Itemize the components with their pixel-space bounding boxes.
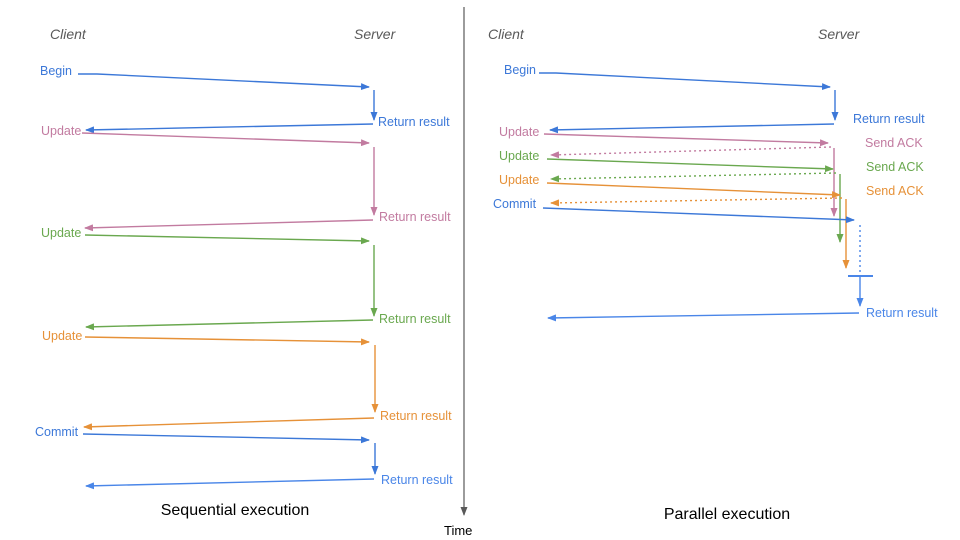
sequential-update-2-request-label: Update — [41, 226, 82, 240]
parallel-update-2-request-label: Update — [499, 149, 540, 163]
parallel-update-2-response-label: Send ACK — [866, 160, 924, 174]
parallel-update-3-response-label: Send ACK — [866, 184, 924, 198]
sequential-commit-request-label: Commit — [35, 425, 79, 439]
sequential-update-1-response-label: Return result — [379, 210, 451, 224]
sequential-panel-title: Sequential execution — [160, 502, 310, 519]
parallel-update-2-request-line — [546, 158, 834, 173]
sequential-update-1-response-line — [84, 219, 374, 232]
sequential-update-3-response-label: Return result — [380, 409, 452, 423]
parallel-panel-title: Parallel execution — [663, 506, 791, 523]
sequential-server-header: Server — [354, 26, 396, 42]
parallel-update-1-request-line — [543, 133, 829, 147]
time-axis-label: Time — [444, 523, 473, 538]
parallel-update-2-ack-dotted-line — [550, 172, 837, 183]
sequential-begin-request-label: Begin — [40, 64, 72, 78]
sequential-commit-response-label: Return result — [381, 473, 453, 487]
sequential-begin-response-line — [85, 123, 374, 134]
sequential-client-header: Client — [50, 26, 86, 42]
parallel-update-3-ack-dotted-line — [550, 197, 843, 207]
sequential-update-2-response-line — [85, 319, 374, 331]
parallel-update-3-request-line — [546, 182, 841, 199]
sequential-update-1-request-line — [81, 132, 370, 147]
sequential-begin-request-line — [78, 73, 370, 91]
parallel-update-1-response-label: Send ACK — [865, 136, 923, 150]
sequential-update-2-response-label: Return result — [379, 312, 451, 326]
sequential-update-3-request-line — [84, 336, 370, 346]
parallel-update-1-request-label: Update — [499, 125, 540, 139]
sequential-commit-response-line — [85, 478, 375, 490]
parallel-commit-response-label: Return result — [866, 306, 938, 320]
sequential-update-3-request-label: Update — [42, 329, 83, 343]
sequential-update-1-request-label: Update — [41, 124, 82, 138]
parallel-begin-response-line — [549, 123, 835, 134]
sequential-update-3-response-line — [83, 417, 375, 431]
sequential-update-2-request-line — [84, 234, 370, 245]
parallel-commit-response-line — [547, 312, 860, 322]
parallel-update-1-ack-dotted-line — [550, 146, 832, 159]
parallel-update-3-request-label: Update — [499, 173, 540, 187]
sequential-commit-request-line — [82, 433, 370, 444]
parallel-commit-request-line — [542, 207, 855, 224]
parallel-server-header: Server — [818, 26, 860, 42]
sequential-begin-response-label: Return result — [378, 115, 450, 129]
parallel-client-header: Client — [488, 26, 524, 42]
parallel-begin-request-line — [539, 72, 831, 91]
parallel-begin-response-label: Return result — [853, 112, 925, 126]
parallel-begin-request-label: Begin — [504, 63, 536, 77]
parallel-commit-request-label: Commit — [493, 197, 537, 211]
